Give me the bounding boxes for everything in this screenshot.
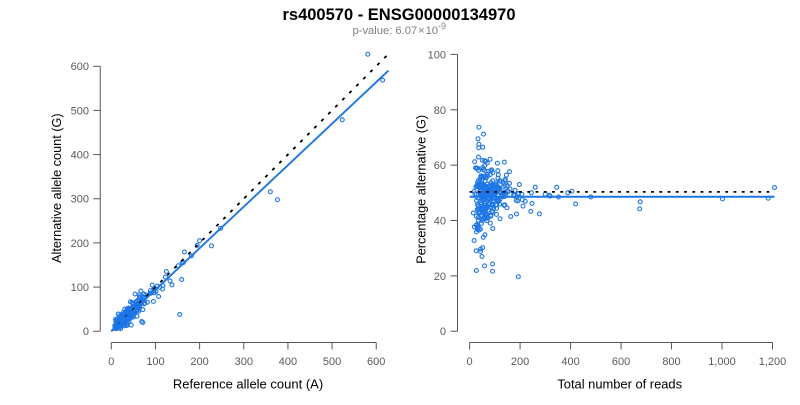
svg-text:200: 200 [190,356,208,368]
svg-text:80: 80 [434,105,446,117]
svg-text:0: 0 [467,356,473,368]
svg-text:100: 100 [71,282,89,294]
svg-text:Total number of reads: Total number of reads [557,377,682,392]
svg-text:300: 300 [71,194,89,206]
svg-text:800: 800 [662,356,680,368]
svg-text:60: 60 [434,160,446,172]
svg-text:200: 200 [71,238,89,250]
svg-text:400: 400 [71,150,89,162]
svg-text:0: 0 [83,326,89,338]
svg-text:100: 100 [428,49,446,61]
svg-text:rs400570 - ENSG00000134970: rs400570 - ENSG00000134970 [282,6,515,24]
svg-text:200: 200 [511,356,529,368]
svg-text:20: 20 [434,271,446,283]
svg-text:Reference allele count (A): Reference allele count (A) [173,377,323,392]
svg-text:Percentage alternative (G): Percentage alternative (G) [414,115,428,264]
svg-text:p-value: 6.07 × 10-9: p-value: 6.07 × 10-9 [353,21,447,37]
svg-text:100: 100 [146,356,164,368]
svg-text:600: 600 [612,356,630,368]
svg-text:400: 400 [279,356,297,368]
svg-text:300: 300 [235,356,253,368]
svg-text:0: 0 [440,326,446,338]
svg-text:500: 500 [323,356,341,368]
svg-text:500: 500 [71,105,89,117]
svg-text:Alternative allele count (G): Alternative allele count (G) [50,113,64,263]
svg-text:40: 40 [434,216,446,228]
svg-text:600: 600 [367,356,385,368]
svg-text:400: 400 [561,356,579,368]
svg-text:0: 0 [108,356,114,368]
svg-text:1,200: 1,200 [759,356,787,368]
svg-text:1,000: 1,000 [708,356,736,368]
svg-text:600: 600 [71,61,89,73]
